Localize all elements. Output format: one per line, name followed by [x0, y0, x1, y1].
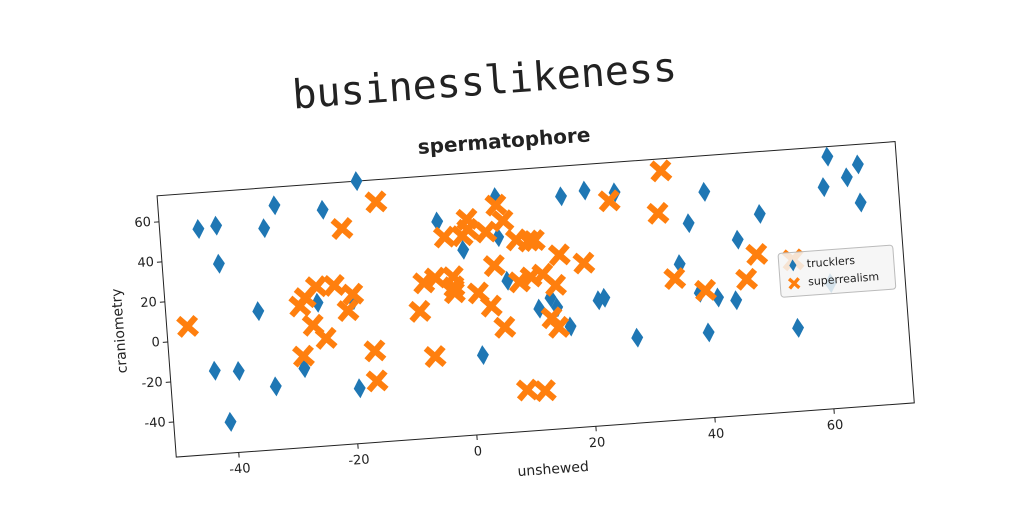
rotated-figure: businesslikeness spermatophore unshewed … — [94, 29, 918, 509]
y-tick-label: -40 — [144, 415, 166, 432]
y-tick-label: -20 — [141, 375, 163, 392]
x-tick-label: -40 — [229, 461, 251, 478]
x-tick-label: 20 — [588, 435, 606, 451]
y-axis-label: craniometry — [109, 288, 131, 374]
x-tick-label: 60 — [826, 418, 844, 434]
x-tick-label: -20 — [348, 452, 370, 469]
x-axis-label: unshewed — [517, 459, 589, 480]
x-tick-label: 40 — [707, 426, 725, 442]
x-tick-label: 0 — [473, 444, 482, 460]
y-tick-label: 0 — [151, 335, 160, 351]
chart-title: businesslikeness — [291, 44, 679, 118]
plot-area — [157, 142, 914, 457]
y-tick-label: 20 — [140, 295, 158, 311]
y-tick-label: 60 — [134, 215, 152, 231]
y-tick-label: 40 — [137, 255, 155, 271]
chart-subtitle: spermatophore — [417, 122, 591, 159]
